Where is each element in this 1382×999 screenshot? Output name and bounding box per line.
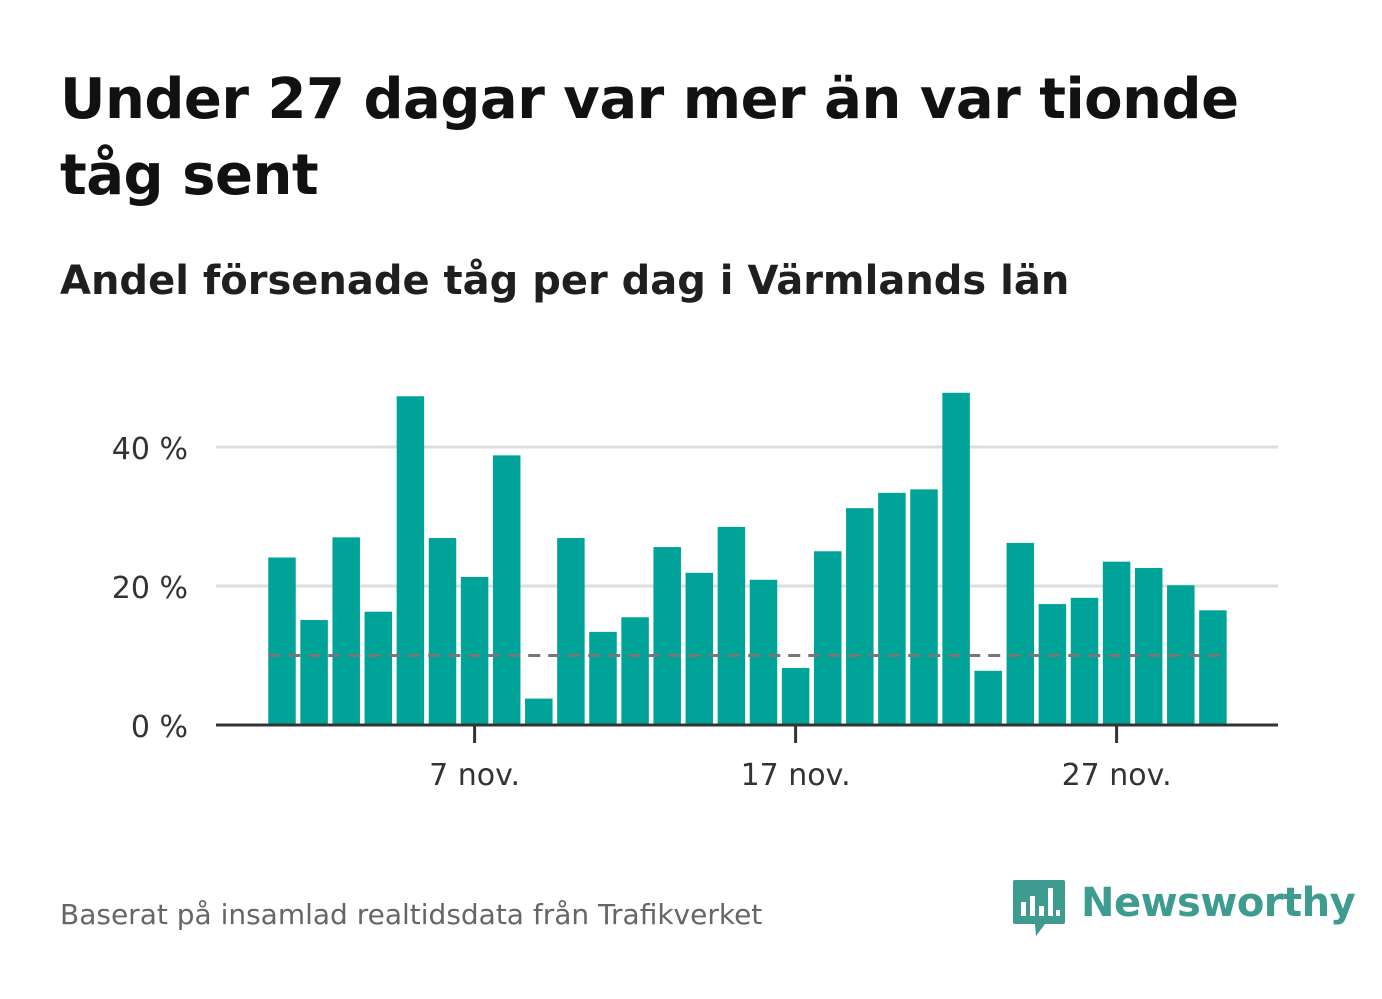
bar	[813, 551, 842, 725]
bar	[685, 572, 714, 725]
bar	[428, 538, 457, 725]
bar	[717, 526, 746, 725]
bar	[621, 617, 649, 725]
bar	[589, 631, 617, 725]
bar	[492, 455, 521, 725]
bar	[557, 538, 585, 725]
bar	[1199, 610, 1227, 725]
x-tick-label: 7 nov.	[429, 758, 520, 793]
bar	[781, 668, 810, 725]
bar	[364, 611, 393, 725]
newsworthy-logo-icon	[1013, 880, 1065, 936]
logo-wordmark: Newsworthy	[1081, 880, 1356, 926]
y-tick-label: 0 %	[131, 710, 188, 745]
chart-subtitle: Andel försenade tåg per dag i Värmlands …	[60, 258, 1070, 304]
bar	[653, 547, 681, 725]
gridlines	[216, 445, 1278, 588]
bar	[878, 492, 906, 725]
bar	[268, 557, 296, 725]
newsworthy-logo[interactable]: Newsworthy	[1011, 878, 1356, 940]
tick-labels: 0 % 20 % 40 % 7 nov. 17 nov. 27 nov.	[112, 432, 1172, 793]
bar	[396, 396, 425, 725]
bar	[1070, 597, 1099, 725]
bar	[846, 508, 874, 725]
x-tick-label: 27 nov.	[1062, 758, 1172, 793]
bar	[910, 489, 938, 725]
x-tick-label: 17 nov.	[741, 758, 851, 793]
bar	[1102, 561, 1131, 725]
bar	[1006, 542, 1035, 725]
chart-title: Under 27 dagar var mer än var tionde tåg…	[60, 67, 1239, 208]
source-note: Baserat på insamlad realtidsdata från Tr…	[60, 898, 763, 931]
y-tick-label: 40 %	[112, 432, 188, 467]
bar	[1038, 604, 1067, 725]
bar	[460, 576, 489, 725]
bar	[942, 392, 970, 725]
y-tick-label: 20 %	[112, 571, 188, 606]
bar	[332, 537, 360, 725]
axes	[216, 723, 1278, 743]
bar	[749, 579, 778, 725]
bar	[300, 620, 328, 725]
bar	[525, 698, 553, 725]
bars	[268, 392, 1227, 725]
bar	[974, 670, 1002, 725]
bar	[1134, 567, 1163, 725]
